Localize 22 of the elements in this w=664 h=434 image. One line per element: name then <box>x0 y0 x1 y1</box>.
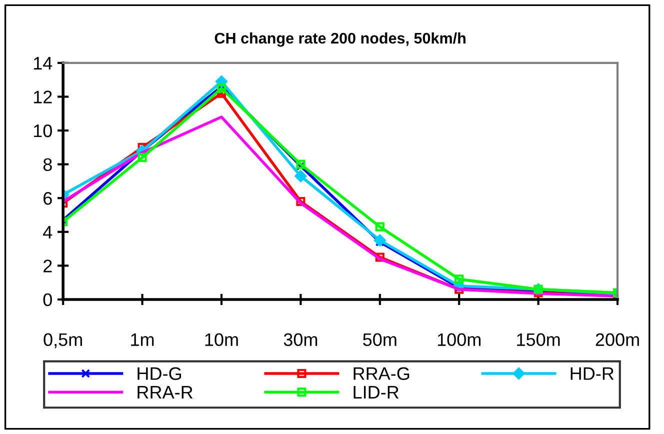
x-tick-label: 1m <box>131 333 154 346</box>
chart-title: CH change rate 200 nodes, 50km/h <box>214 32 466 47</box>
y-tick-label: 6 <box>44 192 52 205</box>
y-tick-label: 4 <box>43 226 52 238</box>
y-tick-label: 12 <box>34 90 52 104</box>
x-tick-label: 0,5m <box>44 333 82 348</box>
y-tick-label: 8 <box>43 158 52 172</box>
y-tick-label: 14 <box>34 57 52 70</box>
legend-label: LID-R <box>354 386 399 398</box>
x-tick-label: 150m <box>517 333 560 346</box>
y-tick-label: 0 <box>43 293 52 306</box>
x-tick-label: 10m <box>205 333 238 346</box>
x-tick-label: 200m <box>596 333 639 346</box>
legend-label: HD-R <box>570 367 614 380</box>
legend-label: RRA-R <box>138 386 193 398</box>
y-tick-label: 10 <box>34 124 52 138</box>
x-tick-label: 30m <box>284 333 318 346</box>
x-tick-label: 100m <box>438 333 480 346</box>
legend-label: HD-G <box>138 367 181 380</box>
x-tick-label: 50m <box>363 333 396 346</box>
legend-label: RRA-G <box>354 367 410 380</box>
y-tick-label: 2 <box>44 260 52 272</box>
